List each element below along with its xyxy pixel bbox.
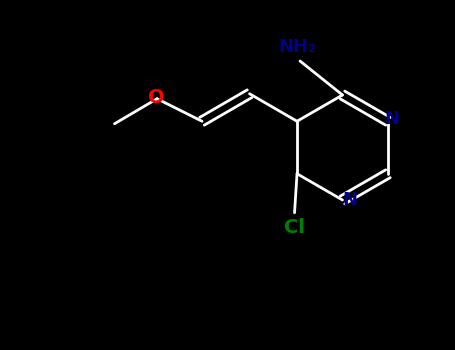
- Text: Cl: Cl: [284, 218, 305, 237]
- Text: N: N: [343, 191, 358, 209]
- Text: N: N: [384, 110, 399, 128]
- Text: O: O: [148, 88, 164, 107]
- Text: NH₂: NH₂: [278, 38, 316, 56]
